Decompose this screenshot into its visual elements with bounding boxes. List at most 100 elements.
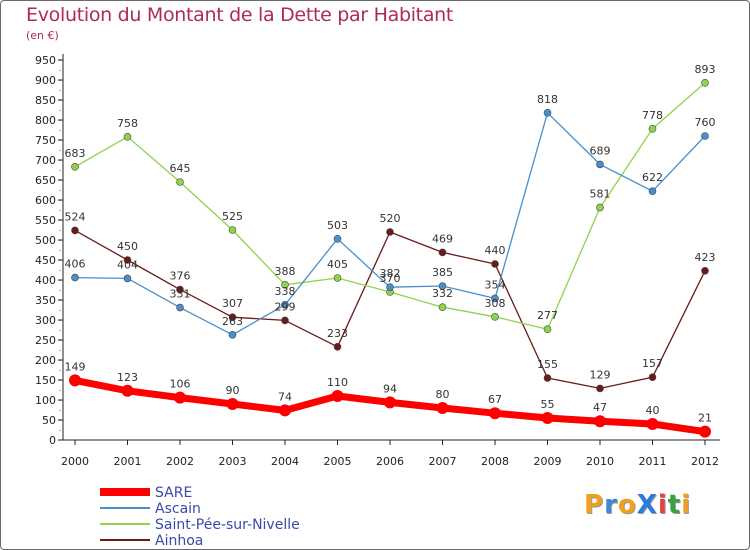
x-tick-label: 2002	[166, 455, 194, 468]
data-point	[333, 342, 342, 351]
data-label: 405	[327, 258, 348, 271]
y-tick-label: 0	[49, 434, 56, 447]
data-label: 55	[541, 398, 555, 411]
data-point	[71, 273, 79, 282]
y-tick-label: 850	[35, 94, 56, 107]
x-tick-label: 2008	[481, 455, 509, 468]
logo-letter: i	[657, 490, 668, 520]
data-point	[331, 390, 344, 402]
data-label: 469	[432, 232, 453, 245]
data-point	[386, 228, 394, 236]
data-point	[491, 312, 499, 321]
data-point	[228, 226, 237, 234]
data-label: 308	[485, 297, 506, 310]
y-tick-label: 150	[35, 374, 56, 387]
x-tick-label: 2011	[639, 455, 667, 468]
data-label: 440	[485, 244, 506, 257]
data-label: 277	[537, 309, 558, 322]
data-label: 404	[117, 258, 138, 271]
data-label: 524	[65, 210, 86, 223]
data-label: 818	[537, 93, 558, 106]
data-point	[71, 163, 79, 171]
data-point	[596, 203, 604, 212]
legend-label: Ascain	[155, 501, 201, 517]
data-point	[648, 373, 657, 382]
data-point	[333, 235, 342, 243]
data-label: 423	[695, 251, 716, 264]
data-point	[386, 283, 394, 292]
y-tick-label: 350	[35, 294, 56, 307]
y-tick-label: 450	[35, 254, 56, 267]
data-point	[489, 407, 501, 420]
y-tick-label: 550	[35, 214, 56, 227]
data-point	[491, 294, 499, 303]
y-tick-label: 950	[35, 54, 56, 67]
data-label: 376	[170, 270, 191, 283]
x-tick-label: 2005	[324, 455, 352, 468]
x-tick-label: 2001	[114, 455, 142, 468]
series-line-ainhoa	[74, 229, 706, 390]
data-label: 155	[537, 358, 558, 371]
data-label: 382	[380, 267, 401, 280]
x-tick-label: 2004	[271, 455, 299, 468]
y-tick-label: 900	[35, 74, 56, 87]
data-label: 80	[436, 388, 450, 401]
y-tick-label: 600	[35, 194, 56, 207]
data-point	[121, 384, 134, 397]
data-point	[438, 282, 447, 290]
data-point	[228, 313, 237, 322]
x-tick-label: 2000	[61, 455, 89, 468]
data-label: 385	[432, 266, 453, 279]
data-label: 503	[327, 219, 348, 232]
data-point	[648, 125, 657, 133]
data-point	[69, 374, 81, 387]
y-tick-label: 800	[35, 114, 56, 127]
y-tick-label: 300	[35, 314, 56, 327]
data-label: 90	[226, 384, 240, 397]
data-label: 354	[485, 278, 506, 291]
data-label: 332	[432, 287, 453, 300]
y-tick-label: 650	[35, 174, 56, 187]
data-label: 645	[170, 162, 191, 175]
data-point	[176, 285, 184, 294]
data-point	[176, 303, 184, 312]
data-label: 758	[117, 117, 138, 130]
data-point	[279, 404, 291, 417]
data-point	[701, 132, 709, 140]
data-label: 331	[170, 288, 191, 301]
data-point	[281, 300, 289, 309]
data-label: 47	[593, 401, 607, 414]
data-label: 450	[117, 240, 138, 253]
proxiti-logo: ProXiti	[584, 490, 691, 520]
data-label: 760	[695, 116, 716, 129]
y-tick-label: 500	[35, 234, 56, 247]
data-label: 683	[65, 147, 86, 160]
y-tick-label: 50	[42, 414, 56, 427]
data-label: 106	[170, 378, 191, 391]
data-point	[438, 248, 447, 257]
data-label: 622	[642, 171, 663, 184]
data-point	[701, 79, 709, 87]
logo-letter: o	[617, 490, 637, 520]
legend-label: Saint-Pée-sur-Nivelle	[155, 517, 300, 533]
data-label: 129	[590, 368, 611, 381]
data-point	[123, 133, 132, 141]
data-point	[174, 391, 186, 404]
data-point	[226, 398, 239, 410]
data-label: 40	[646, 404, 660, 417]
y-tick-label: 250	[35, 334, 56, 347]
data-label: 778	[642, 109, 663, 122]
y-tick-label: 400	[35, 274, 56, 287]
data-label: 307	[222, 297, 243, 310]
legend-label: SARE	[155, 485, 192, 501]
data-label: 299	[275, 300, 296, 313]
data-label: 388	[275, 265, 296, 278]
y-tick-label: 750	[35, 134, 56, 147]
logo-letter: t	[667, 490, 682, 520]
data-point	[596, 384, 604, 393]
y-tick-label: 100	[35, 394, 56, 407]
data-point	[594, 415, 606, 428]
data-point	[646, 418, 659, 430]
data-point	[648, 187, 657, 195]
